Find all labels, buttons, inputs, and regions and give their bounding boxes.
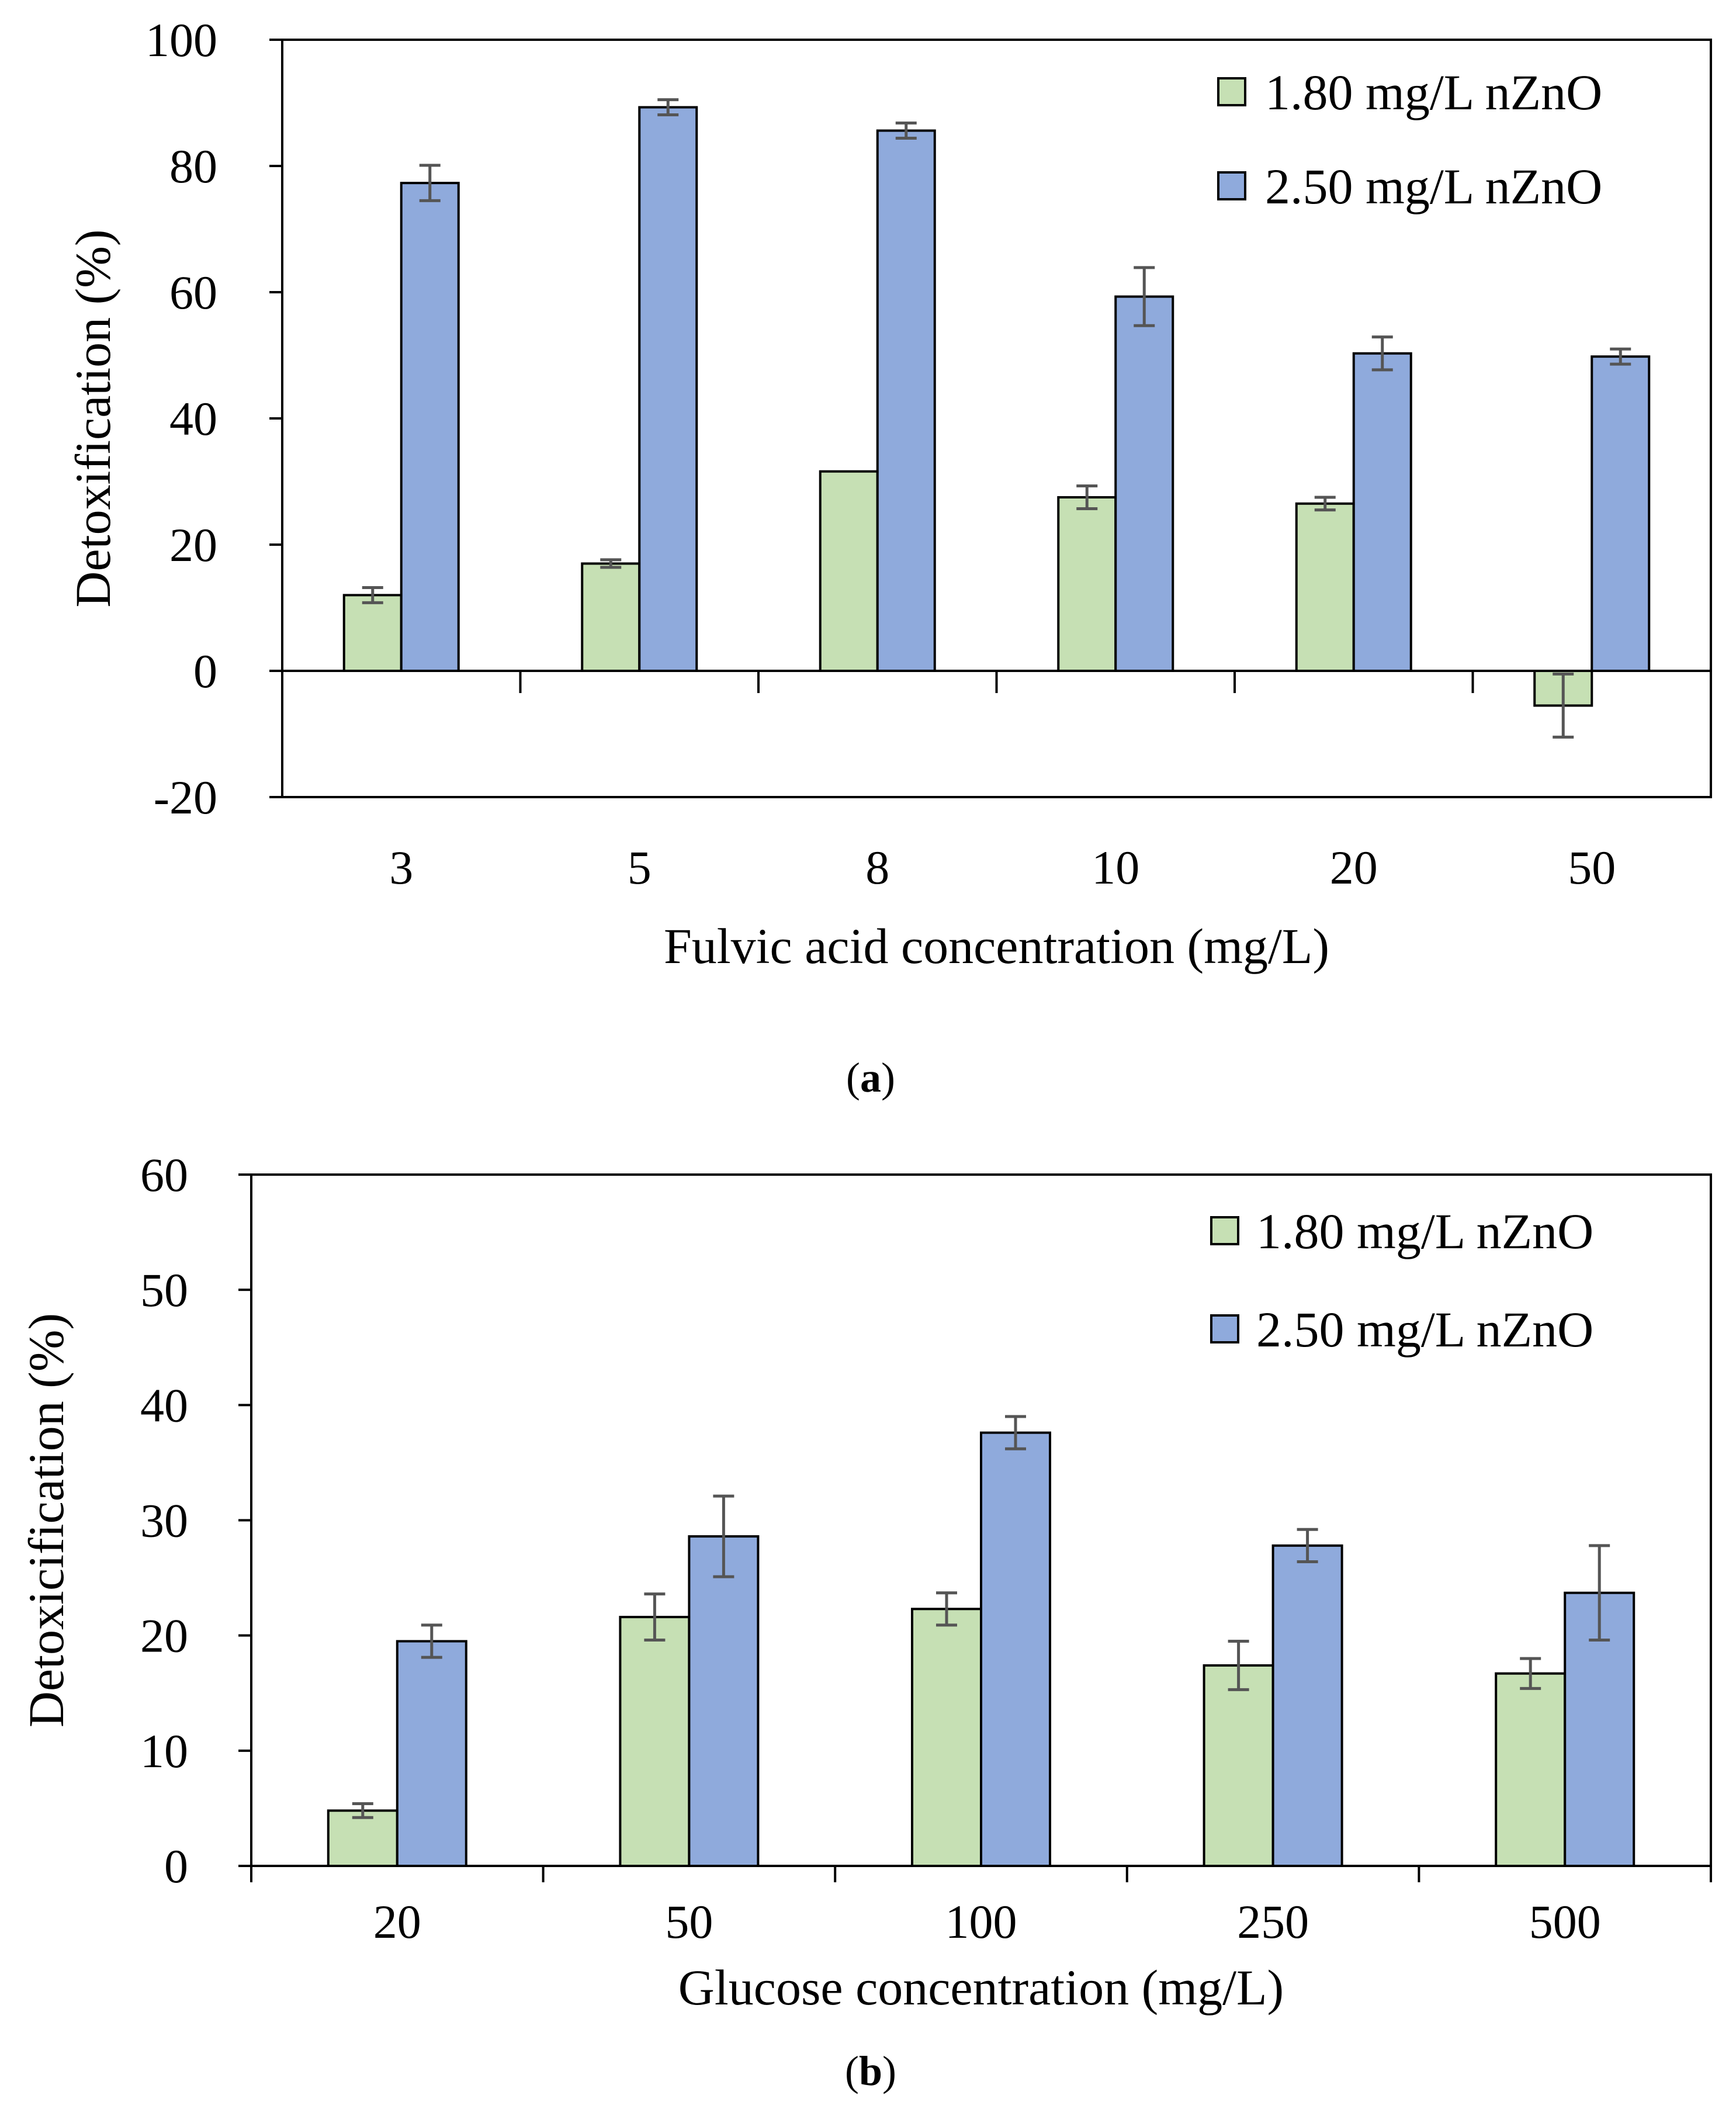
legend: 1.80 mg/L nZnO 2.50 mg/L nZnO [1217, 64, 1602, 214]
error-bar-series1-100 [936, 1591, 957, 1627]
error-bar-series1-50 [1553, 672, 1574, 739]
bar-series2-10 [1114, 295, 1174, 672]
error-bar-series2-8 [895, 122, 917, 140]
error-bar-series1-250 [1228, 1640, 1249, 1691]
y-tick-label: 0 [193, 645, 217, 698]
bar-series2-5 [638, 106, 698, 672]
caption-open: ( [846, 1054, 860, 1101]
bar-series2-250 [1271, 1544, 1343, 1868]
legend-label-2: 2.50 mg/L nZnO [1256, 1301, 1593, 1358]
caption-open: ( [845, 2048, 859, 2094]
bar-series1-3 [342, 594, 403, 673]
error-bar-series1-3 [362, 586, 383, 604]
bar-series2-20 [396, 1640, 467, 1867]
error-bar-series2-250 [1297, 1528, 1318, 1563]
x-tick-label: 5 [628, 841, 652, 894]
x-tick-label: 10 [1092, 841, 1139, 894]
error-bar-series2-50 [713, 1494, 734, 1578]
error-bar-series2-50 [1610, 347, 1631, 366]
y-axis-label: Detoxification (%) [65, 229, 121, 607]
caption-close: ) [881, 1054, 895, 1101]
x-tick-label: 50 [665, 1895, 713, 1948]
error-bar-series1-5 [600, 558, 622, 569]
y-tick-label: 80 [169, 140, 217, 193]
bar-series2-100 [980, 1431, 1051, 1867]
error-bar-series2-10 [1134, 266, 1155, 327]
error-bar-series1-20 [352, 1802, 373, 1819]
bar-series1-250 [1203, 1664, 1274, 1867]
bar-series2-50 [1591, 355, 1651, 672]
x-tick-label: 8 [865, 841, 889, 894]
bar-series1-20 [1295, 502, 1355, 672]
x-axis-label: Glucose concentration (mg/L) [678, 1959, 1284, 2016]
legend-label-2: 2.50 mg/L nZnO [1265, 158, 1602, 214]
y-tick-label: 20 [169, 518, 217, 572]
x-tick-label: 20 [1330, 841, 1378, 894]
bar-series2-8 [876, 129, 936, 672]
panel-caption: (b) [845, 2048, 896, 2094]
error-bar-series2-500 [1589, 1544, 1610, 1642]
y-tick-label: 30 [140, 1494, 188, 1547]
bar-series2-50 [688, 1535, 760, 1867]
y-axis-label: Detoxicification (%) [18, 1313, 74, 1727]
legend-swatch-1 [1217, 77, 1246, 106]
chart-panel-a: -20 0 20 40 60 80 100 3 5 8 10 20 50 Fulvic acid conc… [65, 13, 1712, 1101]
error-bar-series1-10 [1076, 484, 1098, 510]
y-tick-label: 10 [140, 1724, 188, 1778]
x-axis-label: Fulvic acid concentration (mg/L) [664, 918, 1329, 974]
y-tick-label: 20 [140, 1609, 188, 1663]
y-tick-label: 100 [145, 13, 217, 67]
error-bar-series2-20 [421, 1623, 442, 1659]
bar-series1-10 [1057, 496, 1117, 672]
x-tick-label: 3 [389, 841, 413, 894]
error-bar-series1-20 [1314, 496, 1336, 512]
x-tick-label: 20 [373, 1895, 421, 1948]
error-bar-series2-3 [419, 164, 441, 202]
y-tick-label: 40 [169, 392, 217, 445]
bar-series2-3 [400, 182, 460, 673]
y-tick-label: 40 [140, 1379, 188, 1432]
caption-letter: a [860, 1054, 881, 1101]
error-bar-series2-100 [1005, 1415, 1026, 1450]
y-tick-label: 50 [140, 1263, 188, 1317]
bar-series1-5 [581, 562, 641, 673]
error-bar-series1-50 [644, 1592, 666, 1642]
bar-series1-20 [327, 1809, 399, 1868]
x-tick-label: 50 [1568, 841, 1616, 894]
bar-series1-50 [619, 1616, 691, 1868]
error-bar-series2-5 [657, 98, 679, 117]
bar-series2-20 [1352, 352, 1412, 672]
bar-series1-100 [911, 1608, 982, 1868]
y-tick-label: 0 [164, 1840, 188, 1893]
y-tick-label: -20 [154, 771, 217, 824]
caption-letter: b [859, 2048, 882, 2094]
bar-series1-8 [819, 470, 879, 672]
error-bar-series1-500 [1520, 1657, 1541, 1690]
x-tick-label: 500 [1529, 1895, 1601, 1948]
legend-label-1: 1.80 mg/L nZnO [1256, 1203, 1593, 1259]
panel-caption: (a) [846, 1054, 895, 1101]
legend: 1.80 mg/L nZnO 2.50 mg/L nZnO [1210, 1203, 1593, 1358]
chart-panel-b: 0 10 20 30 40 50 60 20 50 100 250 500 Glucose concen… [18, 1148, 1712, 2094]
error-bar-series2-20 [1371, 335, 1393, 372]
x-tick-label: 250 [1237, 1895, 1309, 1948]
y-tick-label: 60 [169, 266, 217, 319]
y-tick-label: 60 [140, 1148, 188, 1201]
legend-swatch-1 [1210, 1216, 1239, 1245]
caption-close: ) [882, 2048, 896, 2094]
legend-swatch-2 [1217, 171, 1246, 200]
x-tick-label: 100 [945, 1895, 1017, 1948]
legend-swatch-2 [1210, 1314, 1239, 1343]
bar-series1-500 [1495, 1672, 1567, 1868]
legend-label-1: 1.80 mg/L nZnO [1265, 64, 1602, 120]
